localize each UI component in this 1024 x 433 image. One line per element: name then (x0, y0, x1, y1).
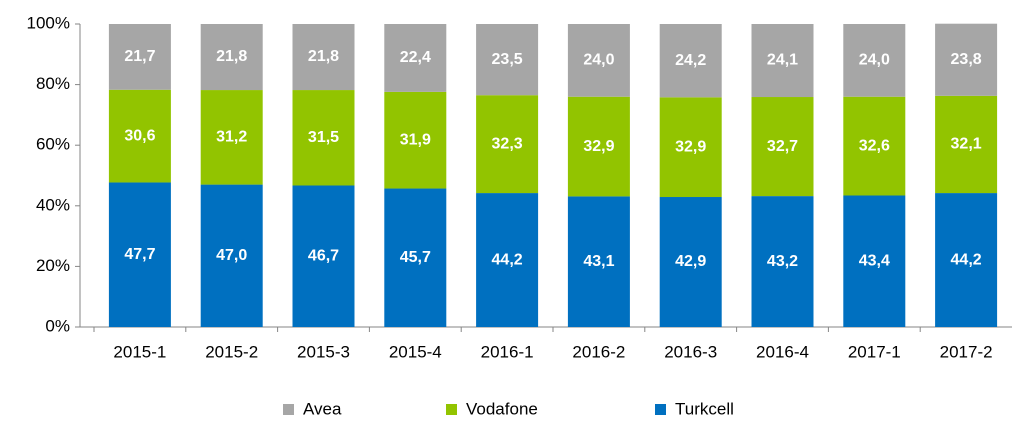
bar-segment (567, 96, 630, 197)
bar-segment (108, 89, 171, 183)
y-tick-label: 40% (36, 195, 70, 214)
value-label: 47,0 (216, 247, 247, 264)
value-label: 44,2 (951, 251, 982, 268)
y-tick-label: 20% (36, 256, 70, 275)
legend-label: Vodafone (466, 399, 538, 418)
bar-segment (935, 95, 998, 194)
bar-segment (751, 97, 814, 197)
bar-segment (384, 91, 447, 189)
value-label: 24,1 (767, 52, 798, 69)
value-label: 32,7 (767, 138, 798, 155)
bar-segment (108, 24, 171, 90)
bar-segment (659, 97, 722, 198)
bar-segment (108, 182, 171, 327)
y-tick-label: 100% (27, 13, 70, 32)
value-label: 24,0 (583, 52, 614, 69)
value-label: 44,2 (492, 251, 523, 268)
bar-segment (751, 196, 814, 327)
legend-label: Avea (303, 399, 342, 418)
value-label: 45,7 (400, 249, 431, 266)
x-tick-label: 2016-2 (572, 342, 625, 361)
x-tick-label: 2016-3 (664, 342, 717, 361)
bar-segment (935, 193, 998, 327)
y-tick-label: 0% (45, 316, 70, 335)
x-tick-label: 2016-4 (756, 342, 809, 361)
x-tick-label: 2015-4 (389, 342, 442, 361)
value-label: 31,9 (400, 131, 431, 148)
value-label: 31,2 (216, 129, 247, 146)
legend-swatch (655, 404, 666, 415)
y-tick-label: 80% (36, 74, 70, 93)
value-label: 43,1 (583, 253, 614, 270)
value-label: 43,4 (859, 252, 890, 269)
bar-segment (476, 193, 539, 327)
value-label: 30,6 (124, 127, 155, 144)
bar-segment (292, 185, 355, 327)
bar-segment (476, 95, 539, 194)
x-tick-label: 2015-3 (297, 342, 350, 361)
value-label: 32,9 (675, 138, 706, 155)
value-label: 24,0 (859, 52, 890, 69)
value-label: 46,7 (308, 247, 339, 264)
value-label: 23,8 (951, 51, 982, 68)
legend-swatch (446, 404, 457, 415)
value-label: 24,2 (675, 52, 706, 69)
value-label: 31,5 (308, 129, 339, 146)
bar-segment (384, 24, 447, 92)
x-tick-label: 2017-1 (848, 342, 901, 361)
bar-segment (843, 96, 906, 196)
value-label: 22,4 (400, 49, 431, 66)
bar-segment (200, 24, 263, 91)
value-label: 23,5 (492, 51, 523, 68)
bar-segment (476, 24, 539, 96)
x-tick-label: 2017-2 (940, 342, 993, 361)
bar-segment (567, 24, 630, 97)
bar-segment (292, 90, 355, 186)
value-label: 32,3 (492, 135, 523, 152)
bar-segment (567, 196, 630, 327)
bar-segment (659, 24, 722, 98)
value-label: 32,6 (859, 137, 890, 154)
x-tick-label: 2015-2 (205, 342, 258, 361)
x-tick-label: 2016-1 (481, 342, 534, 361)
bar-segment (843, 24, 906, 97)
y-tick-label: 60% (36, 135, 70, 154)
bar-segment (659, 197, 722, 327)
bar-segment (751, 24, 814, 98)
bar-segment (200, 90, 263, 185)
bar-segment (843, 195, 906, 327)
value-label: 21,7 (124, 48, 155, 65)
legend-swatch (283, 404, 294, 415)
value-label: 42,9 (675, 253, 706, 270)
x-tick-label: 2015-1 (113, 342, 166, 361)
legend-label: Turkcell (675, 399, 734, 418)
bar-segment (292, 24, 355, 91)
value-label: 21,8 (216, 48, 247, 65)
value-label: 21,8 (308, 48, 339, 65)
bar-segment (935, 23, 998, 96)
value-label: 32,1 (951, 136, 982, 153)
value-label: 47,7 (124, 246, 155, 263)
value-label: 32,9 (583, 138, 614, 155)
bar-segment (200, 184, 263, 327)
value-label: 43,2 (767, 253, 798, 270)
bar-segment (384, 188, 447, 327)
